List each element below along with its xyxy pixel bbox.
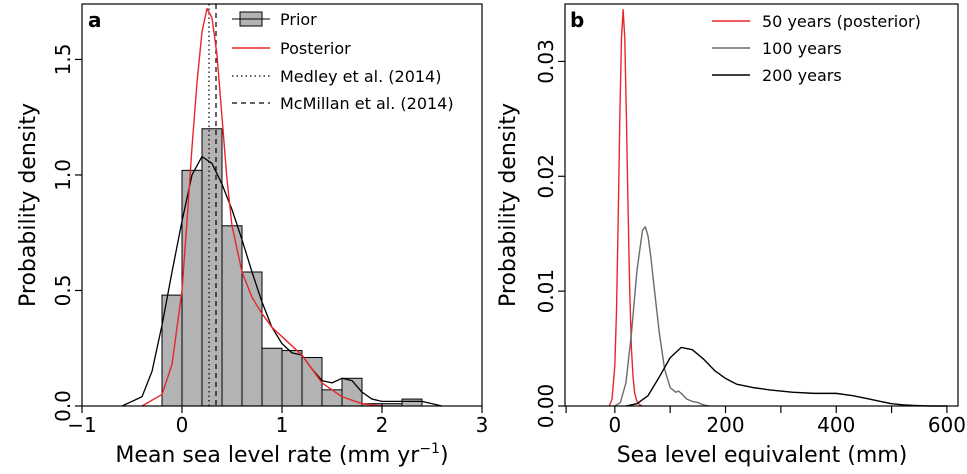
y-axis-ticks-b: 0.00 0.01 0.02 0.03 (534, 39, 565, 428)
series-200-years-line (625, 346, 947, 407)
x-tick-label: 600 (928, 413, 966, 437)
legend-mcmillan-label: McMillan et al. (2014) (280, 94, 454, 113)
y-axis-label-b: Probability density (496, 103, 521, 307)
x-tick-label: 3 (476, 413, 489, 437)
x-tick-label: 2 (376, 413, 389, 437)
x-axis-label-a: Mean sea level rate (mm yr−1) (115, 441, 448, 468)
x-tick-label: −1 (67, 413, 96, 437)
y-tick-label: 0.02 (534, 154, 558, 199)
x-tick-label: 0 (608, 413, 621, 437)
histogram-bar (201, 128, 223, 407)
histogram-bar (321, 389, 343, 407)
y-tick-label: 0.00 (534, 384, 558, 429)
legend-b: 50 years (posterior) 100 years 200 years (712, 12, 921, 85)
y-tick-label: 0.03 (534, 39, 558, 84)
x-tick-label: 0 (176, 413, 189, 437)
density-curves (121, 7, 443, 407)
panel-label-b: b (570, 8, 584, 32)
legend-a: Prior Posterior Medley et al. (2014) McM… (232, 10, 454, 113)
x-axis-ticks-b: 0 200 400 600 (565, 406, 966, 437)
histogram-bar (301, 356, 323, 407)
x-axis-label-a-sup: −1 (419, 441, 440, 457)
plot-frame-b (564, 3, 959, 407)
density-curves-b (608, 9, 947, 407)
legend-prior-label: Prior (280, 10, 317, 29)
legend-50y-label: 50 years (posterior) (762, 12, 921, 31)
x-tick-label: 200 (706, 413, 744, 437)
series-50-years-line (608, 9, 643, 407)
panel-label-a: a (88, 8, 102, 32)
histogram-bar (221, 225, 243, 407)
x-tick-label: 400 (817, 413, 855, 437)
histogram-bar (281, 350, 303, 407)
legend-medley-label: Medley et al. (2014) (280, 67, 441, 86)
plot-frame-a (81, 3, 483, 407)
y-tick-label: 0.5 (51, 275, 75, 307)
y-tick-label: 1.5 (51, 44, 75, 76)
y-tick-label: 0.0 (51, 390, 75, 422)
x-axis-label-a-close: ) (440, 443, 449, 468)
panel-b: 0 200 400 600 0.00 0.01 0.02 0.03 b 50 years (… (496, 3, 966, 468)
legend-posterior-label: Posterior (280, 39, 351, 58)
x-tick-label: 1 (276, 413, 289, 437)
posterior-density-line (141, 7, 383, 407)
y-tick-label: 0.01 (534, 269, 558, 314)
x-axis-ticks-a: −1 0 1 2 3 (67, 406, 488, 437)
x-axis-label-a-main: Mean sea level rate (mm yr (115, 443, 420, 468)
series-100-years-line (614, 226, 710, 407)
legend-100y-label: 100 years (762, 39, 842, 58)
legend-200y-label: 200 years (762, 66, 842, 85)
y-tick-label: 1.0 (51, 159, 75, 191)
y-axis-label-a: Probability density (16, 103, 41, 307)
histogram-bar (341, 377, 363, 407)
y-axis-ticks-a: 0.0 0.5 1.0 1.5 (51, 44, 82, 422)
histogram-bars (161, 128, 423, 407)
x-axis-label-b: Sea level equivalent (mm) (617, 443, 908, 468)
panel-a: −1 0 1 2 3 0.0 0.5 1.0 1.5 a Prior Posterior Me… (16, 3, 488, 468)
histogram-bar (401, 398, 423, 407)
histogram-bar (261, 347, 283, 407)
reference-lines (208, 4, 217, 406)
